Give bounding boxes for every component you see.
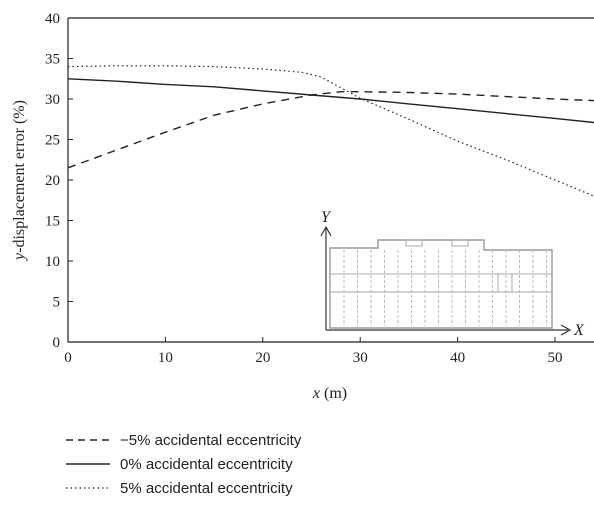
plan-stair xyxy=(451,239,469,247)
plot-area xyxy=(67,17,594,343)
x-tick-label: 50 xyxy=(548,350,563,366)
legend-label-pos5: 5% accidental eccentricity xyxy=(120,479,293,497)
series-line-dotted xyxy=(67,65,594,197)
y-tick-label: 35 xyxy=(45,52,60,68)
legend-label-0: 0% accidental eccentricity xyxy=(120,455,293,473)
inset-y-arrow-icon xyxy=(320,225,332,237)
x-axis-label: x (m) xyxy=(312,385,347,402)
y-tick-label: 40 xyxy=(45,11,60,27)
legend-label-neg5: −5% accidental eccentricity xyxy=(120,431,302,449)
y-tick-label: 10 xyxy=(45,254,60,270)
legend-item-neg5: −5% accidental eccentricity xyxy=(66,428,301,452)
series-group xyxy=(67,65,594,197)
plan-core xyxy=(497,273,513,293)
inset-y-label: Y xyxy=(321,209,332,226)
plan-stair xyxy=(405,239,423,247)
y-tick-label: 0 xyxy=(53,335,61,351)
y-tick-label: 5 xyxy=(53,295,61,311)
x-tick-label: 30 xyxy=(353,350,368,366)
inset-x-arrow-icon xyxy=(560,324,572,336)
series-line-dashed xyxy=(67,90,594,169)
y-tick-label: 25 xyxy=(45,133,60,149)
series-line-solid xyxy=(67,78,594,124)
floor-plan-drawing xyxy=(329,239,553,329)
floor-plan-inset: Y X xyxy=(320,209,585,339)
y-tick-label: 15 xyxy=(45,214,60,230)
legend-swatch-dashed xyxy=(66,435,110,445)
legend-item-pos5: 5% accidental eccentricity xyxy=(66,476,301,500)
legend-swatch-solid xyxy=(66,459,110,469)
x-tick-label: 10 xyxy=(158,350,173,366)
chart: 0 5 10 15 20 25 30 35 40 0 10 20 30 40 50 Y X x (m) y-… xyxy=(11,11,594,402)
legend-swatch-dotted xyxy=(66,483,110,493)
x-tick-label: 40 xyxy=(450,350,465,366)
plan-outline xyxy=(329,239,553,329)
y-tick-label: 20 xyxy=(45,173,60,189)
axis-ticks: 0 5 10 15 20 25 30 35 40 0 10 20 30 40 50 xyxy=(45,11,563,366)
y-tick-label: 30 xyxy=(45,92,60,108)
axes-frame xyxy=(67,17,594,343)
y-axis-label: y-displacement error (%) xyxy=(11,100,28,262)
legend-item-0: 0% accidental eccentricity xyxy=(66,452,301,476)
inset-x-label: X xyxy=(573,322,585,339)
x-tick-label: 0 xyxy=(64,350,72,366)
legend: −5% accidental eccentricity 0% accidenta… xyxy=(66,428,301,500)
x-tick-label: 20 xyxy=(255,350,270,366)
